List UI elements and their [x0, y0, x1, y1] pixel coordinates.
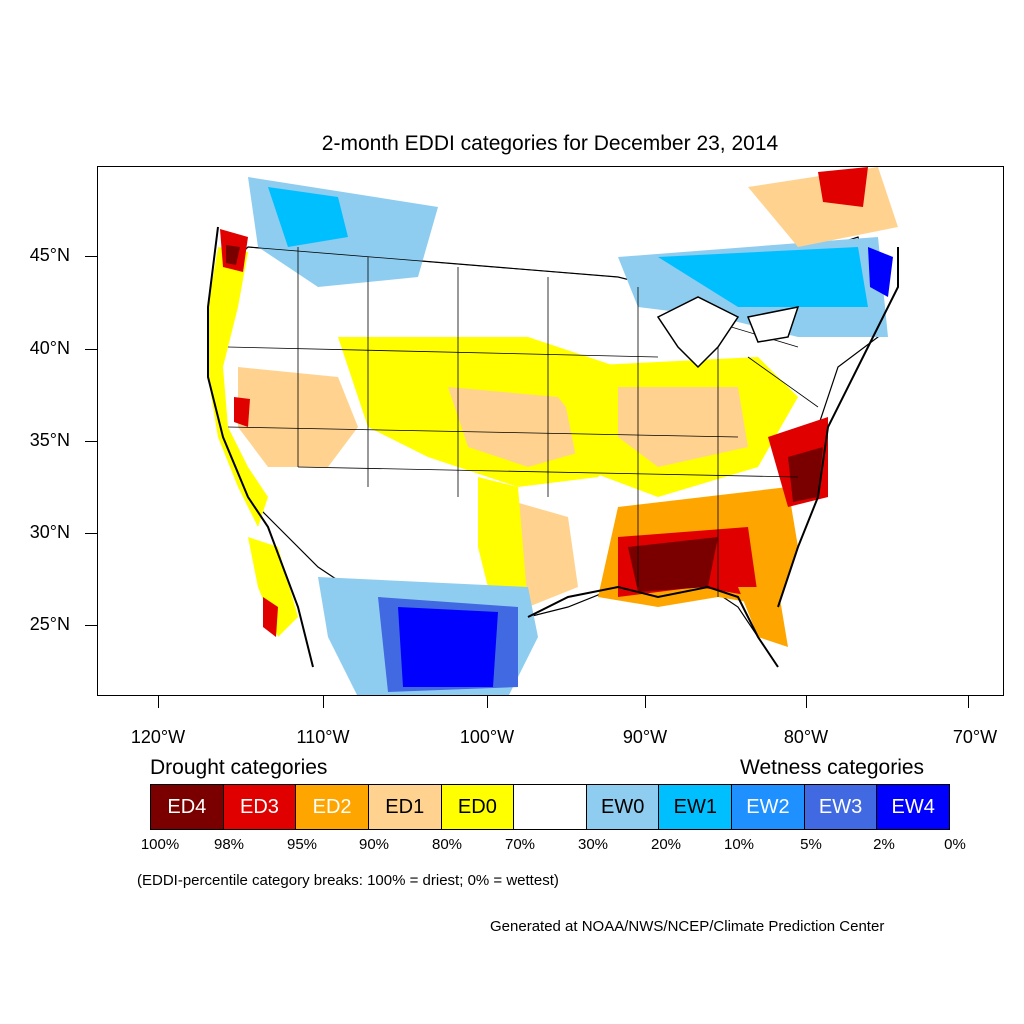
- lon-label: 120°W: [130, 727, 186, 747]
- break-label: 5%: [800, 836, 822, 853]
- east-coastline: [777, 247, 899, 608]
- swatch-label: EW1: [673, 795, 717, 818]
- baja-ed0: [248, 537, 298, 637]
- coastline: [207, 226, 314, 668]
- break-label: 98%: [213, 836, 245, 853]
- nevada-ed3: [234, 397, 250, 427]
- lon-tick: [487, 696, 488, 708]
- state-boundaries: [227, 246, 819, 597]
- map-title: 2-month EDDI categories for December 23,…: [321, 132, 779, 155]
- lon-label: 90°W: [622, 727, 668, 747]
- lat-tick: [85, 256, 97, 257]
- gulf-ed4: [628, 537, 718, 592]
- break-label: 100%: [140, 836, 180, 853]
- lon-label: 100°W: [459, 727, 515, 747]
- plains-ed1: [448, 387, 598, 467]
- lat-tick: [85, 349, 97, 350]
- lon-tick: [806, 696, 807, 708]
- break-label: 10%: [723, 836, 755, 853]
- lat-label: 45°N: [29, 245, 70, 265]
- lat-label: 30°N: [29, 522, 70, 542]
- carolina-ed4: [788, 447, 823, 502]
- legend-swatch: EW3: [804, 785, 878, 829]
- credit-line: Generated at NOAA/NWS/NCEP/Climate Predi…: [490, 918, 885, 935]
- category-legend: ED4 ED3 ED2 ED1 ED0 EW0 EW1 EW2 EW3 EW4: [150, 784, 950, 830]
- lat-tick: [85, 533, 97, 534]
- oregon-ed4: [226, 245, 240, 265]
- lon-label: 70°W: [952, 727, 998, 747]
- break-label: 80%: [431, 836, 463, 853]
- gulf-coastline: [527, 585, 779, 668]
- greatlakes-ew1: [658, 247, 868, 307]
- legend-swatch: [514, 785, 587, 829]
- swatch-label: EW3: [818, 795, 863, 818]
- break-label: 70%: [504, 836, 536, 853]
- legend-swatch: EW4: [877, 785, 950, 829]
- west-coast-ed1: [208, 247, 268, 527]
- lon-tick: [158, 696, 159, 708]
- legend-swatch: ED0: [441, 785, 515, 829]
- ohio-ed1: [618, 387, 748, 467]
- northwest-ew1: [268, 187, 348, 247]
- florida-ed2: [738, 587, 788, 647]
- lon-tick: [645, 696, 646, 708]
- lat-tick: [85, 625, 97, 626]
- mexico-ew4: [398, 607, 498, 687]
- swatch-label: ED4: [167, 795, 207, 818]
- maine-ew4: [868, 247, 893, 297]
- swatch-label: EW0: [600, 795, 645, 818]
- break-label: 2%: [873, 836, 895, 853]
- map-canvas: [207, 167, 899, 695]
- break-label: 30%: [577, 836, 609, 853]
- lat-label: 35°N: [29, 430, 70, 450]
- legend-swatch: EW0: [586, 785, 660, 829]
- drought-heading: Drought categories: [150, 756, 328, 779]
- great-lakes: [656, 296, 800, 369]
- legend-swatch: ED4: [151, 785, 224, 829]
- legend-swatch: ED2: [296, 785, 369, 829]
- swatch-label: ED3: [240, 795, 279, 818]
- break-label: 95%: [286, 836, 318, 853]
- lon-tick: [323, 696, 324, 708]
- quebec-ed3: [818, 167, 868, 207]
- swatch-label: ED0: [457, 795, 497, 818]
- swatch-label: EW4: [891, 795, 935, 818]
- swatch-label: EW2: [746, 795, 790, 818]
- baja-ed3: [263, 597, 278, 637]
- category-note: (EDDI-percentile category breaks: 100% =…: [137, 872, 559, 889]
- legend-swatch: EW2: [732, 785, 805, 829]
- legend-swatch: ED1: [368, 785, 442, 829]
- wetness-heading: Wetness categories: [740, 756, 925, 779]
- swatch-label: ED1: [385, 795, 425, 818]
- lat-label: 25°N: [29, 614, 70, 634]
- break-label: 90%: [358, 836, 390, 853]
- eddi-map: [97, 166, 1004, 696]
- legend-swatch: ED3: [223, 785, 297, 829]
- lat-tick: [85, 441, 97, 442]
- break-label: 20%: [650, 836, 682, 853]
- lat-label: 40°N: [29, 338, 70, 358]
- swatch-label: ED2: [312, 795, 352, 818]
- lon-tick: [968, 696, 969, 708]
- lon-label: 110°W: [296, 727, 350, 747]
- legend-swatch: EW1: [659, 785, 733, 829]
- break-label: 0%: [944, 836, 966, 853]
- lon-label: 80°W: [783, 727, 829, 747]
